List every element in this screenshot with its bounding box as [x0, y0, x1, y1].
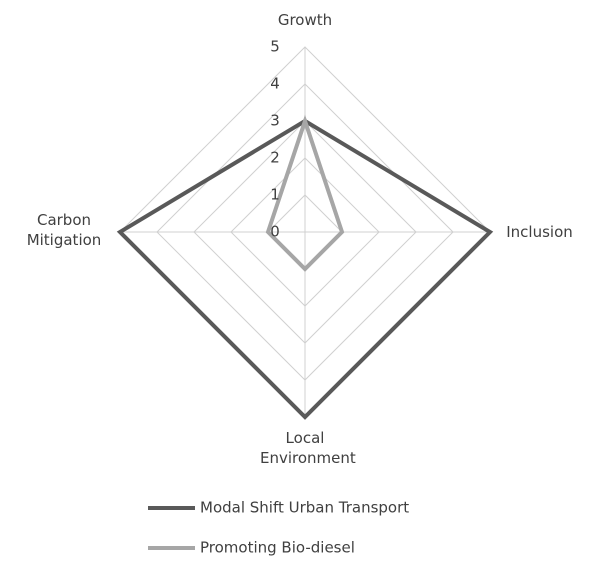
tick-label: 2 — [270, 149, 280, 167]
tick-label: 1 — [270, 186, 280, 204]
tick-label: 5 — [270, 38, 280, 56]
series-line — [116, 118, 494, 420]
category-label: Local Environment — [260, 429, 356, 467]
tick-label: 4 — [270, 75, 280, 93]
category-label: Growth — [277, 11, 333, 29]
tick-label: 3 — [270, 112, 280, 130]
category-label: Carbon Mitigation — [26, 211, 102, 249]
legend-label: Modal Shift Urban Transport — [200, 499, 409, 517]
legend-label: Promoting Bio-diesel — [200, 539, 355, 557]
series-line — [265, 114, 345, 272]
tick-label: 0 — [270, 223, 280, 241]
category-label: Inclusion — [506, 223, 573, 241]
